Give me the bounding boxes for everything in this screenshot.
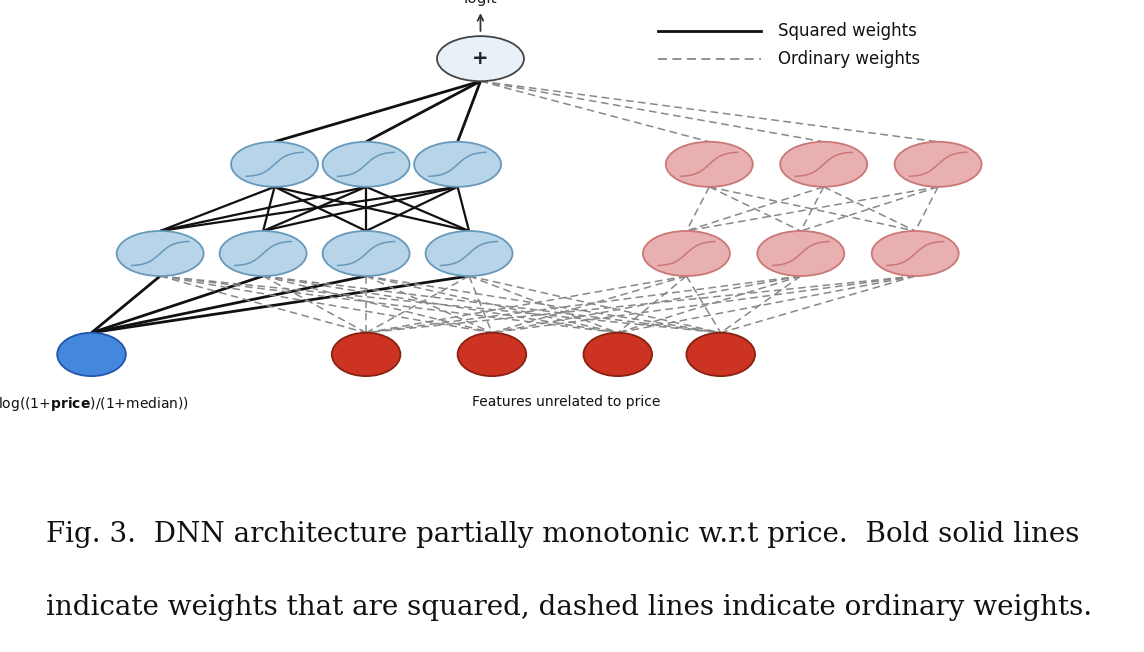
Text: logit: logit xyxy=(463,0,498,6)
Ellipse shape xyxy=(323,231,410,276)
Ellipse shape xyxy=(872,231,959,276)
Text: Fig. 3.  DNN architecture partially monotonic w.r.t price.  Bold solid lines: Fig. 3. DNN architecture partially monot… xyxy=(46,520,1079,548)
Ellipse shape xyxy=(426,231,513,276)
Text: Ordinary weights: Ordinary weights xyxy=(778,50,920,68)
Ellipse shape xyxy=(643,231,730,276)
Ellipse shape xyxy=(323,141,410,187)
Ellipse shape xyxy=(332,333,400,376)
Text: indicate weights that are squared, dashed lines indicate ordinary weights.: indicate weights that are squared, dashe… xyxy=(46,593,1091,621)
Ellipse shape xyxy=(583,333,652,376)
Ellipse shape xyxy=(780,141,867,187)
Ellipse shape xyxy=(117,231,204,276)
Ellipse shape xyxy=(57,333,126,376)
Ellipse shape xyxy=(414,141,501,187)
Text: -log((1+$\mathbf{price}$)/(1+median)): -log((1+$\mathbf{price}$)/(1+median)) xyxy=(0,395,190,413)
Text: +: + xyxy=(472,49,488,68)
Ellipse shape xyxy=(895,141,982,187)
Ellipse shape xyxy=(231,141,318,187)
Ellipse shape xyxy=(220,231,307,276)
Ellipse shape xyxy=(686,333,755,376)
Ellipse shape xyxy=(757,231,844,276)
Text: Squared weights: Squared weights xyxy=(778,22,916,40)
Ellipse shape xyxy=(458,333,526,376)
Ellipse shape xyxy=(666,141,753,187)
Ellipse shape xyxy=(437,36,524,82)
Text: Features unrelated to price: Features unrelated to price xyxy=(472,395,660,409)
